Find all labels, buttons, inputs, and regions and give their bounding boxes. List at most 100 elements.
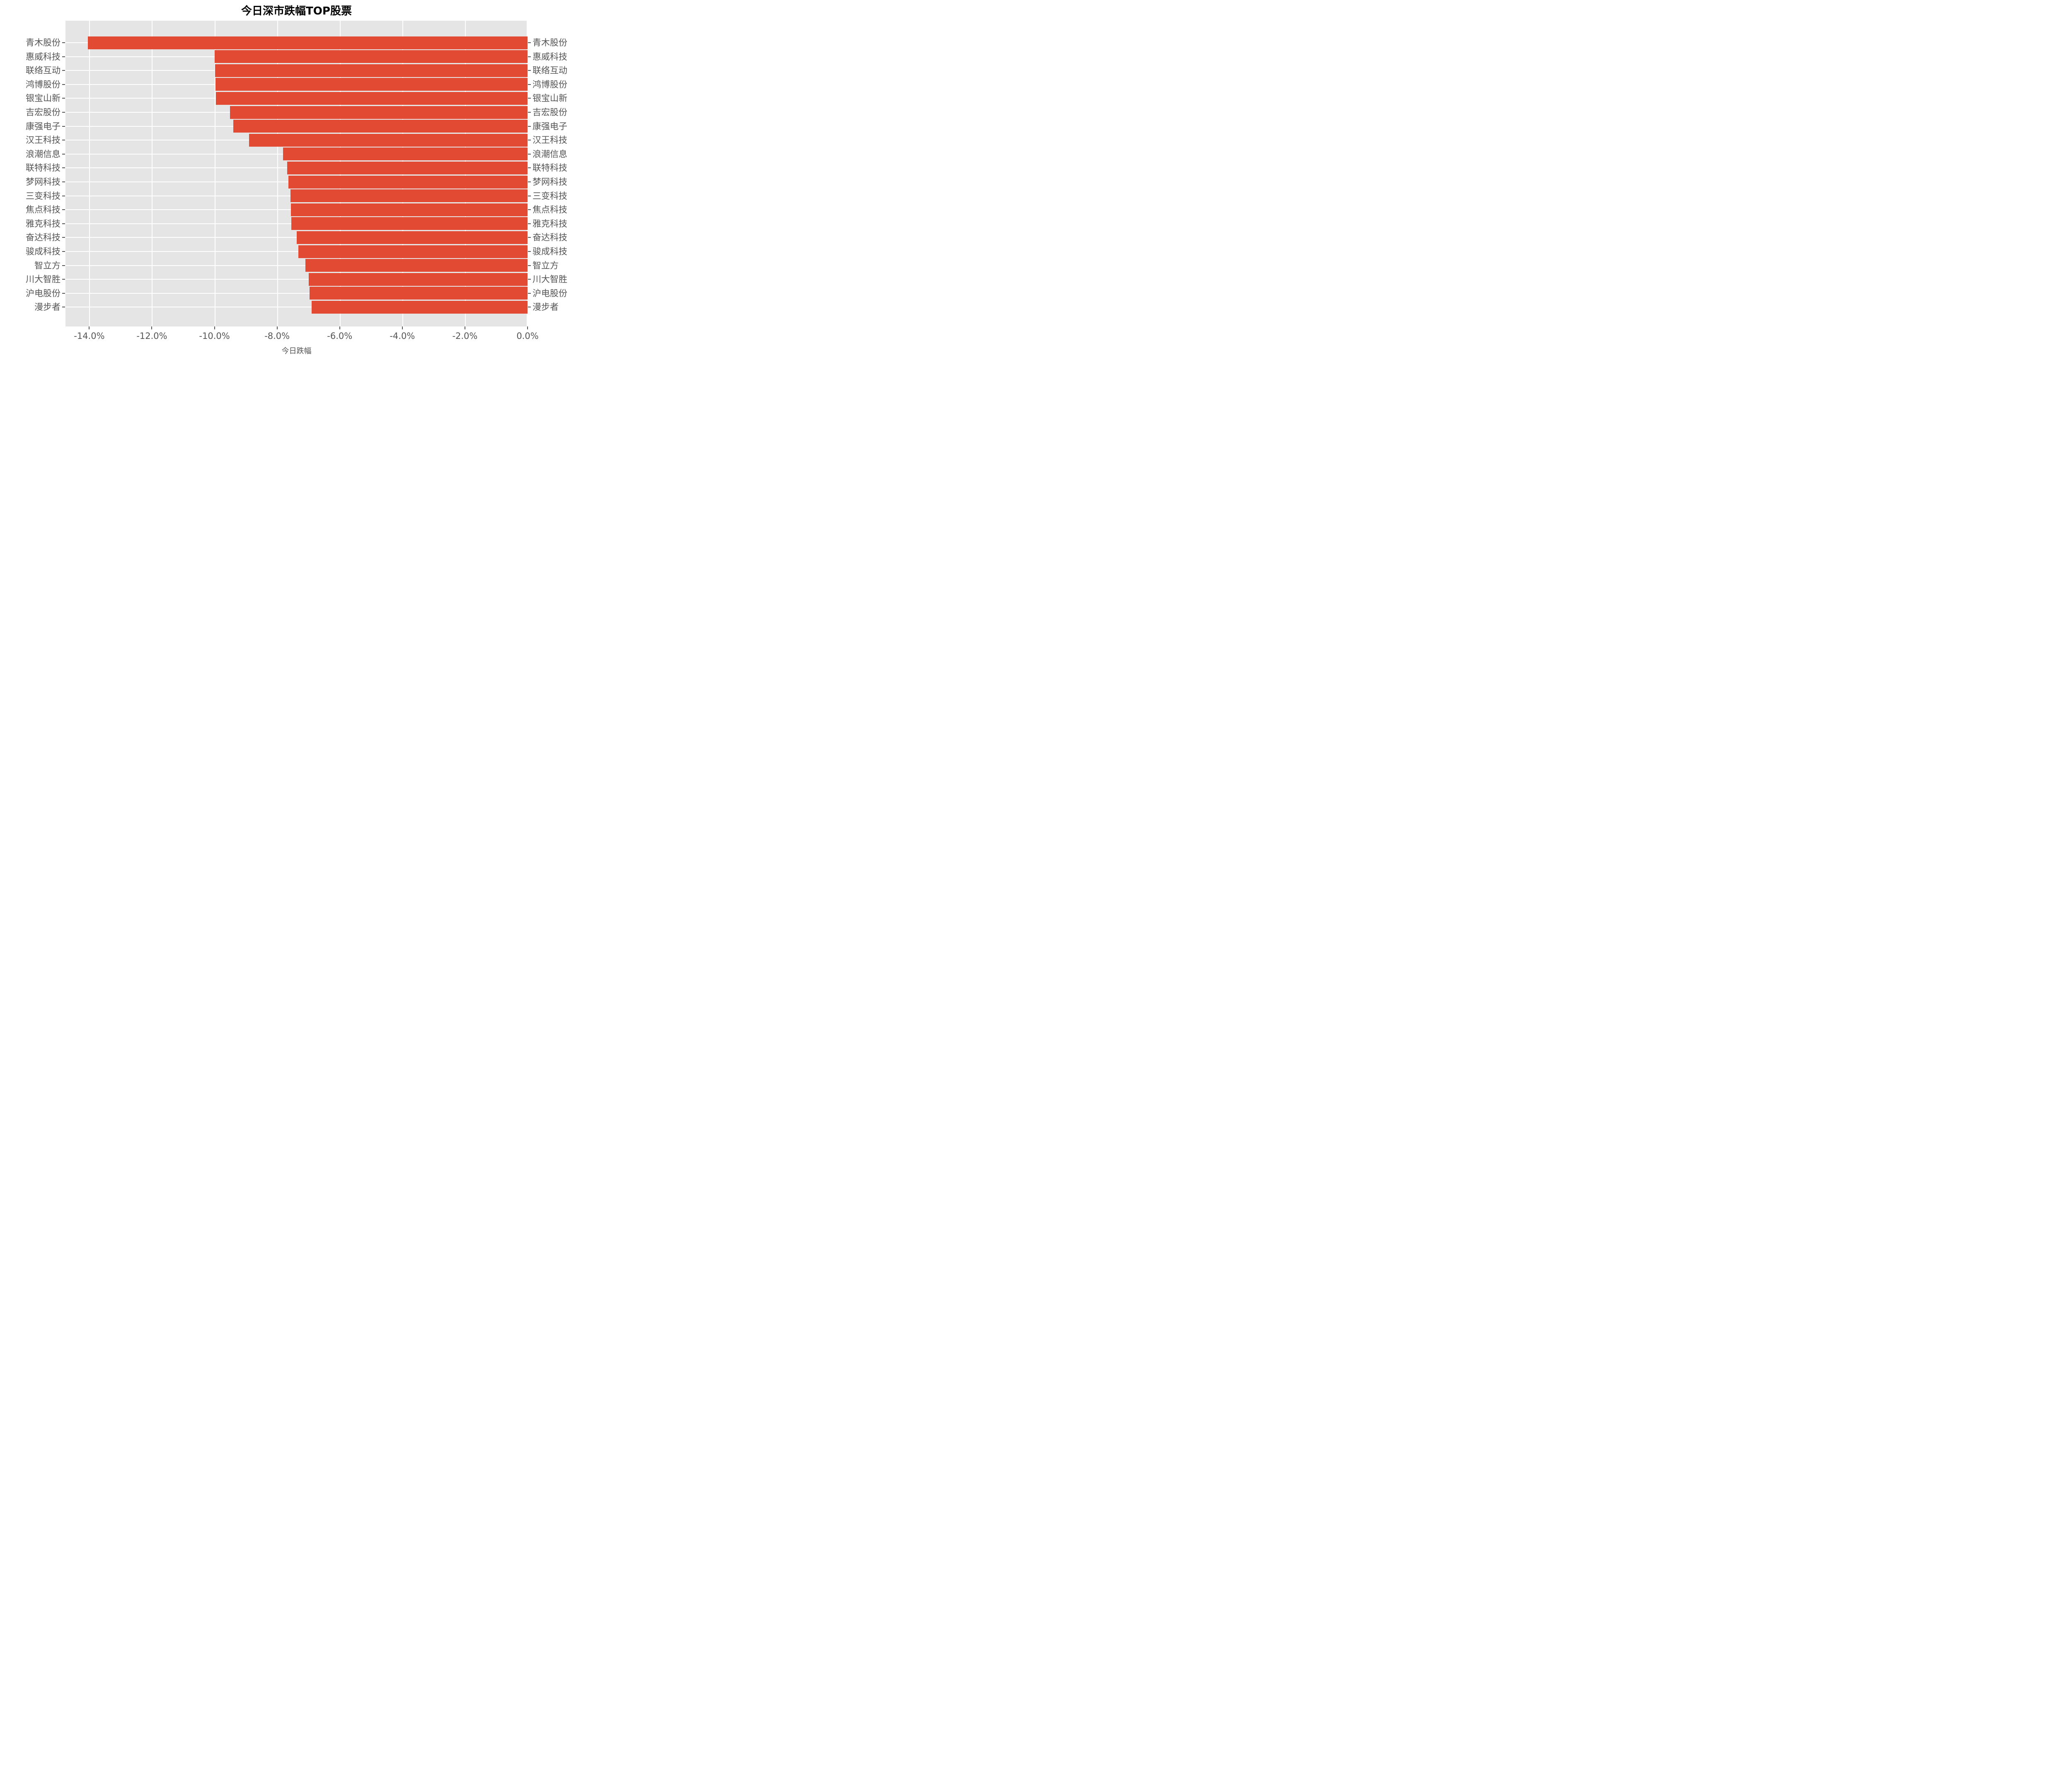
- y-label-right: 焦点科技: [533, 205, 567, 215]
- h-gridline: [65, 251, 528, 252]
- h-gridline: [65, 265, 528, 266]
- y-label-left: 沪电股份: [26, 288, 61, 298]
- y-label-right: 联特科技: [533, 163, 567, 173]
- y-label-right: 三变科技: [533, 191, 567, 201]
- bar: [215, 64, 528, 77]
- y-label-right: 惠威科技: [533, 51, 567, 62]
- y-label-right: 川大智胜: [533, 274, 567, 285]
- bar: [311, 300, 528, 314]
- y-label-left: 奋达科技: [26, 232, 61, 243]
- y-tick-left: [62, 223, 65, 224]
- y-tick-left: [62, 251, 65, 252]
- y-label-left: 骏成科技: [26, 247, 61, 256]
- bar: [215, 92, 528, 105]
- x-tick-label: -14.0%: [74, 331, 105, 341]
- chart-title: 今日深市跌幅TOP股票: [241, 5, 352, 17]
- bar: [305, 259, 528, 272]
- y-label-left: 雅克科技: [26, 218, 61, 229]
- y-label-left: 川大智胜: [26, 274, 61, 285]
- y-tick-left: [62, 70, 65, 71]
- y-label-right: 吉宏股份: [533, 107, 567, 117]
- y-tick-right: [528, 237, 531, 238]
- y-label-right: 浪潮信息: [533, 149, 567, 159]
- y-tick-right: [528, 84, 531, 85]
- y-tick-left: [62, 237, 65, 238]
- x-tick: [214, 326, 215, 329]
- y-tick-right: [528, 209, 531, 210]
- y-label-left: 联特科技: [26, 163, 61, 173]
- figure: 今日深市跌幅TOP股票 今日跌幅 青木股份 青木股份 惠威科技 惠威科技 联络互动 联络互…: [0, 0, 593, 358]
- bar: [287, 161, 528, 174]
- y-tick-left: [62, 98, 65, 99]
- plot-panel: [65, 21, 528, 326]
- y-tick-left: [62, 56, 65, 57]
- y-tick-left: [62, 167, 65, 169]
- x-axis-label: 今日跌幅: [281, 347, 312, 355]
- y-label-left: 焦点科技: [26, 205, 61, 215]
- bar: [87, 36, 528, 49]
- y-tick-right: [528, 70, 531, 71]
- x-tick-label: -2.0%: [452, 331, 478, 341]
- bar: [230, 106, 528, 119]
- y-label-right: 汉王科技: [533, 135, 567, 145]
- bar: [296, 231, 528, 244]
- x-tick: [151, 326, 152, 329]
- x-tick-label: -4.0%: [390, 331, 415, 341]
- h-gridline: [65, 293, 528, 294]
- y-label-right: 骏成科技: [533, 247, 567, 256]
- y-label-right: 康强电子: [533, 121, 567, 131]
- bar: [290, 189, 528, 203]
- bar: [249, 133, 528, 147]
- x-tick-label: -6.0%: [327, 331, 353, 341]
- y-tick-left: [62, 112, 65, 113]
- bar: [233, 120, 528, 133]
- v-gridline: [89, 21, 90, 326]
- y-label-left: 联络互动: [26, 65, 61, 76]
- y-tick-left: [62, 42, 65, 43]
- y-tick-left: [62, 126, 65, 127]
- y-tick-left: [62, 279, 65, 280]
- bar: [215, 78, 528, 91]
- y-label-left: 康强电子: [26, 121, 61, 131]
- y-label-left: 青木股份: [26, 38, 61, 48]
- y-tick-left: [62, 153, 65, 155]
- bar: [310, 287, 528, 300]
- x-tick: [527, 326, 528, 329]
- bar: [291, 217, 528, 230]
- y-tick-right: [528, 112, 531, 113]
- y-tick-right: [528, 279, 531, 280]
- bar: [290, 203, 528, 216]
- bar: [298, 245, 528, 258]
- bar: [288, 175, 528, 189]
- y-tick-left: [62, 293, 65, 294]
- y-tick-right: [528, 42, 531, 43]
- y-label-left: 吉宏股份: [26, 107, 61, 117]
- y-tick-right: [528, 98, 531, 99]
- y-label-right: 联络互动: [533, 65, 567, 76]
- x-tick-label: -8.0%: [264, 331, 290, 341]
- y-label-right: 漫步者: [533, 302, 559, 312]
- v-gridline: [277, 21, 278, 326]
- y-label-left: 三变科技: [26, 191, 61, 201]
- x-tick: [339, 326, 340, 329]
- y-tick-left: [62, 84, 65, 85]
- x-tick-label: -10.0%: [199, 331, 230, 341]
- y-tick-right: [528, 126, 531, 127]
- y-tick-right: [528, 223, 531, 224]
- y-label-left: 梦网科技: [26, 177, 61, 187]
- y-tick-right: [528, 56, 531, 57]
- x-tick-label: 0.0%: [516, 331, 539, 341]
- y-label-left: 漫步者: [34, 302, 61, 312]
- y-tick-right: [528, 265, 531, 266]
- y-tick-left: [62, 209, 65, 210]
- y-label-right: 智立方: [533, 260, 559, 271]
- y-label-left: 智立方: [34, 260, 61, 271]
- y-label-left: 汉王科技: [26, 135, 61, 145]
- y-label-right: 青木股份: [533, 38, 567, 48]
- y-tick-right: [528, 293, 531, 294]
- y-label-right: 雅克科技: [533, 218, 567, 229]
- y-tick-left: [62, 265, 65, 266]
- y-label-right: 沪电股份: [533, 288, 567, 298]
- y-label-right: 梦网科技: [533, 177, 567, 187]
- x-tick: [276, 326, 278, 329]
